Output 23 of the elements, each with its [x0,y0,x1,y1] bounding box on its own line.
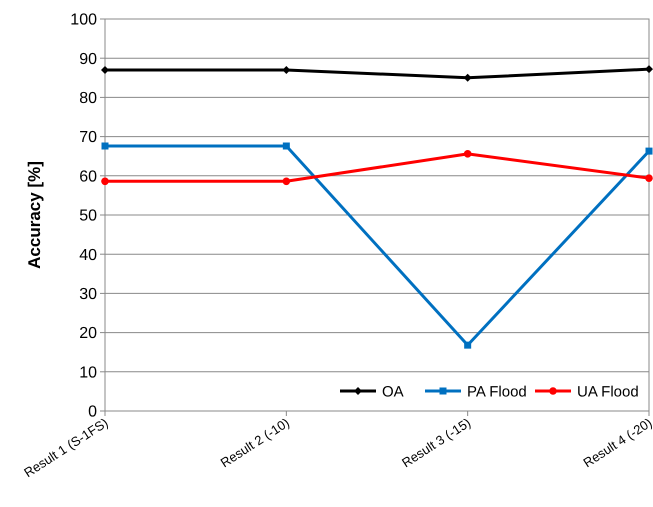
point [645,65,653,74]
point [645,174,653,182]
point [646,148,652,155]
point [282,177,290,186]
y-tick-label: 50 [79,208,98,225]
y-tick-label: 80 [79,90,98,107]
y-tick-label: 40 [79,246,98,264]
point [464,150,472,158]
y-tick-label: 10 [79,364,98,382]
point [464,342,472,349]
legend-label: OA [382,383,404,400]
legend-label: UA Flood [577,383,639,400]
y-tick-label: 20 [79,325,98,342]
point [282,142,290,150]
y-tick-label: 90 [79,50,98,68]
point [102,142,108,150]
y-tick-label: 100 [70,12,98,29]
y-tick-label: 60 [79,168,98,186]
legend-label: PA Flood [467,383,527,400]
y-tick-label: 0 [88,404,98,421]
y-axis-title: Accuracy [%] [25,161,44,269]
y-tick-label: 70 [79,129,98,146]
y-tick-label: 30 [79,286,98,303]
